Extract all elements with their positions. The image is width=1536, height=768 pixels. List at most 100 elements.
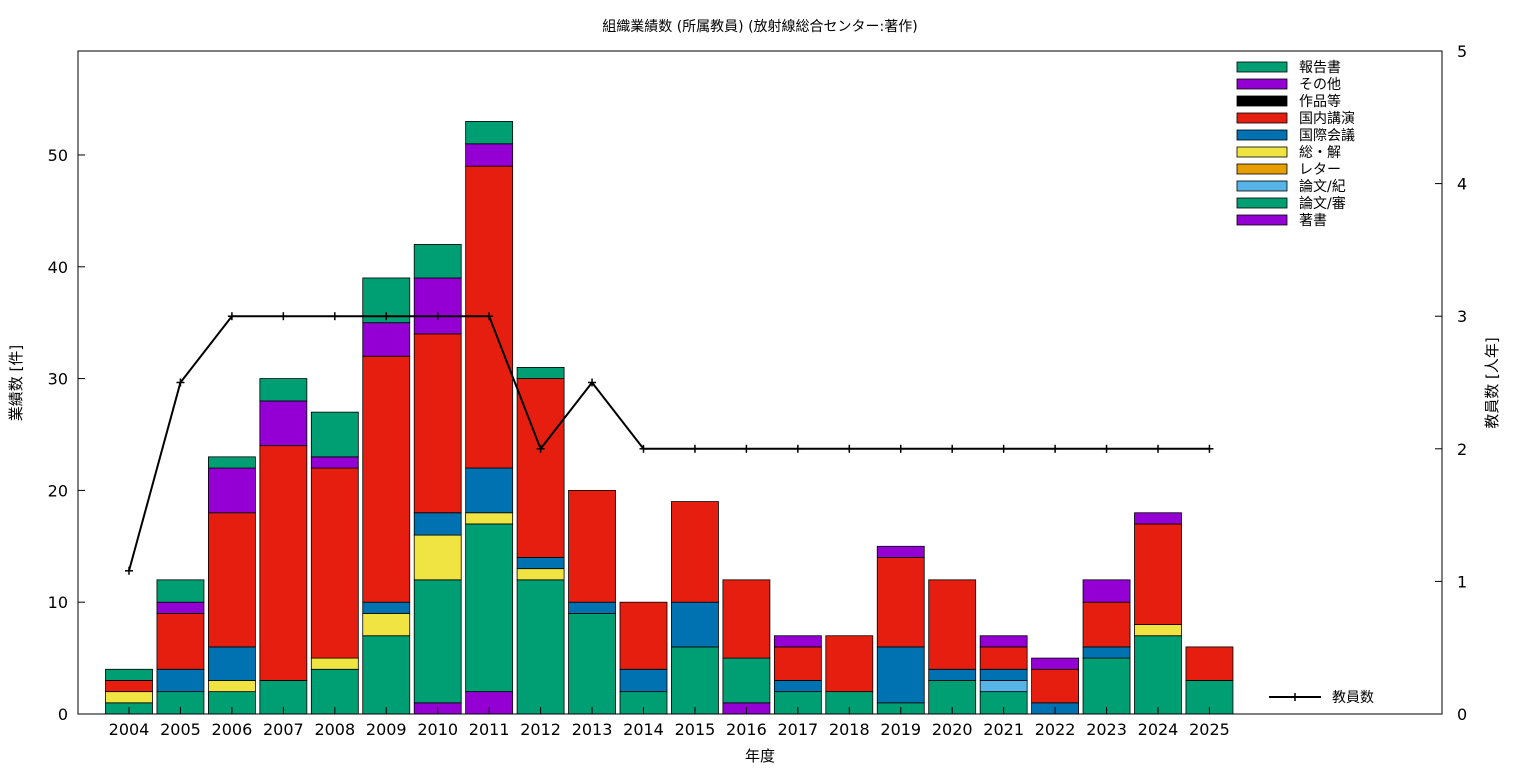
x-tick-label: 2012 bbox=[520, 720, 561, 739]
legend-label: 作品等 bbox=[1299, 93, 1341, 110]
bar-segment bbox=[362, 601, 411, 614]
line-point bbox=[227, 312, 236, 321]
line-point bbox=[948, 444, 957, 453]
bar-segment bbox=[1082, 657, 1131, 715]
line-point bbox=[176, 378, 185, 387]
legend-label: その他 bbox=[1299, 77, 1341, 93]
line-point bbox=[1205, 444, 1214, 453]
plot-frame bbox=[77, 50, 1443, 715]
line-layer bbox=[125, 312, 1214, 575]
line-point bbox=[1154, 444, 1162, 453]
y-axis: 0 10 20 30 40 50 bbox=[48, 146, 85, 724]
line-series-path bbox=[128, 315, 1210, 572]
bar-segment bbox=[979, 668, 1028, 681]
y2-tick-label: 0 bbox=[1457, 705, 1467, 724]
legend-swatch bbox=[1236, 163, 1288, 175]
bar-segment bbox=[928, 668, 977, 681]
legend-item: 作品等 bbox=[1236, 93, 1341, 110]
line-legend: 教員数 bbox=[1269, 690, 1374, 706]
bar-segment bbox=[413, 244, 462, 279]
bar-segment bbox=[568, 489, 616, 603]
bar-segment bbox=[465, 467, 514, 514]
line-point bbox=[793, 444, 802, 453]
y2-tick-label: 4 bbox=[1457, 175, 1467, 194]
line-point bbox=[1051, 444, 1060, 453]
line-point bbox=[690, 444, 699, 453]
y-axis-label: 業績数 [件] bbox=[7, 345, 25, 421]
x-tick-label: 2006 bbox=[212, 720, 253, 739]
line-point bbox=[742, 444, 751, 453]
legend-item: 著書 bbox=[1236, 213, 1327, 229]
legend-item: 国際会議 bbox=[1236, 127, 1355, 144]
bar-segment bbox=[105, 691, 153, 704]
x-tick-label: 2008 bbox=[314, 720, 355, 739]
y-tick-label: 50 bbox=[48, 146, 68, 165]
x-tick-label: 2009 bbox=[366, 720, 407, 739]
line-point bbox=[125, 566, 133, 575]
bar-segment bbox=[671, 601, 719, 648]
bar-segment bbox=[105, 680, 153, 693]
x-tick-label: 2017 bbox=[777, 720, 818, 739]
legend-label: 論文/紀 bbox=[1299, 179, 1346, 195]
legend-swatch bbox=[1236, 146, 1288, 158]
bar-segment bbox=[310, 456, 359, 469]
y-tick-label: 40 bbox=[48, 258, 68, 277]
bar-segment bbox=[1031, 668, 1079, 704]
bar-segment bbox=[362, 635, 411, 715]
y-tick-label: 30 bbox=[48, 370, 68, 389]
legend-swatch bbox=[1236, 214, 1288, 226]
legend-swatch bbox=[1236, 95, 1288, 107]
x-tick-label: 2011 bbox=[469, 720, 510, 739]
y-tick-label: 10 bbox=[48, 593, 68, 612]
line-point bbox=[279, 312, 288, 321]
bar-segment bbox=[876, 557, 925, 648]
bar-segment bbox=[825, 635, 874, 693]
line-point bbox=[330, 312, 339, 321]
y2-tick-label: 2 bbox=[1457, 440, 1467, 459]
bar-segment bbox=[516, 367, 565, 379]
x-tick-label: 2024 bbox=[1138, 720, 1179, 739]
line-point bbox=[845, 444, 854, 453]
line-point bbox=[433, 312, 442, 321]
legend-label: レター bbox=[1299, 162, 1341, 178]
legend-label: 報告書 bbox=[1299, 60, 1341, 76]
legend-swatch bbox=[1236, 61, 1288, 73]
legend-swatch bbox=[1236, 112, 1288, 124]
bar-segment bbox=[619, 668, 668, 693]
legend-swatch bbox=[1236, 78, 1288, 90]
x-tick-label: 2004 bbox=[109, 720, 150, 739]
line-point bbox=[485, 312, 494, 321]
x-tick-label: 2007 bbox=[263, 720, 304, 739]
bar-segment bbox=[1082, 579, 1131, 603]
x-axis: 2004 2005 2006 2007 2008 2009 2010 2011 2012 2013… bbox=[109, 707, 1230, 739]
bar-segment bbox=[207, 646, 256, 681]
bar-segment bbox=[979, 680, 1028, 693]
bar-segment bbox=[156, 601, 205, 614]
x-tick-label: 2014 bbox=[623, 720, 664, 739]
line-point bbox=[639, 444, 648, 453]
y2-tick-label: 1 bbox=[1457, 572, 1467, 591]
legend-item: 論文/審 bbox=[1236, 196, 1346, 212]
legend-item: 総・解 bbox=[1236, 145, 1341, 161]
legend-swatch bbox=[1236, 129, 1288, 141]
x-tick-label: 2022 bbox=[1035, 720, 1076, 739]
legend-swatch bbox=[1236, 180, 1288, 192]
bar-segment bbox=[1031, 657, 1079, 670]
bar-segment bbox=[465, 512, 514, 525]
bar-segment bbox=[516, 568, 565, 581]
bar-segment bbox=[516, 579, 565, 715]
bar-segment bbox=[310, 467, 359, 659]
x-tick-label: 2005 bbox=[160, 720, 201, 739]
bar-segment bbox=[362, 322, 411, 357]
legend-item: その他 bbox=[1236, 77, 1341, 93]
x-tick-label: 2018 bbox=[829, 720, 870, 739]
line-legend-label: 教員数 bbox=[1332, 690, 1374, 706]
bar-segment bbox=[568, 612, 616, 715]
x-axis-label: 年度 bbox=[745, 747, 775, 765]
y-tick-label: 20 bbox=[48, 481, 68, 500]
legend-label: 著書 bbox=[1299, 213, 1327, 229]
bar-segment bbox=[671, 646, 719, 715]
bar-segment bbox=[207, 467, 256, 514]
x-tick-label: 2013 bbox=[572, 720, 613, 739]
